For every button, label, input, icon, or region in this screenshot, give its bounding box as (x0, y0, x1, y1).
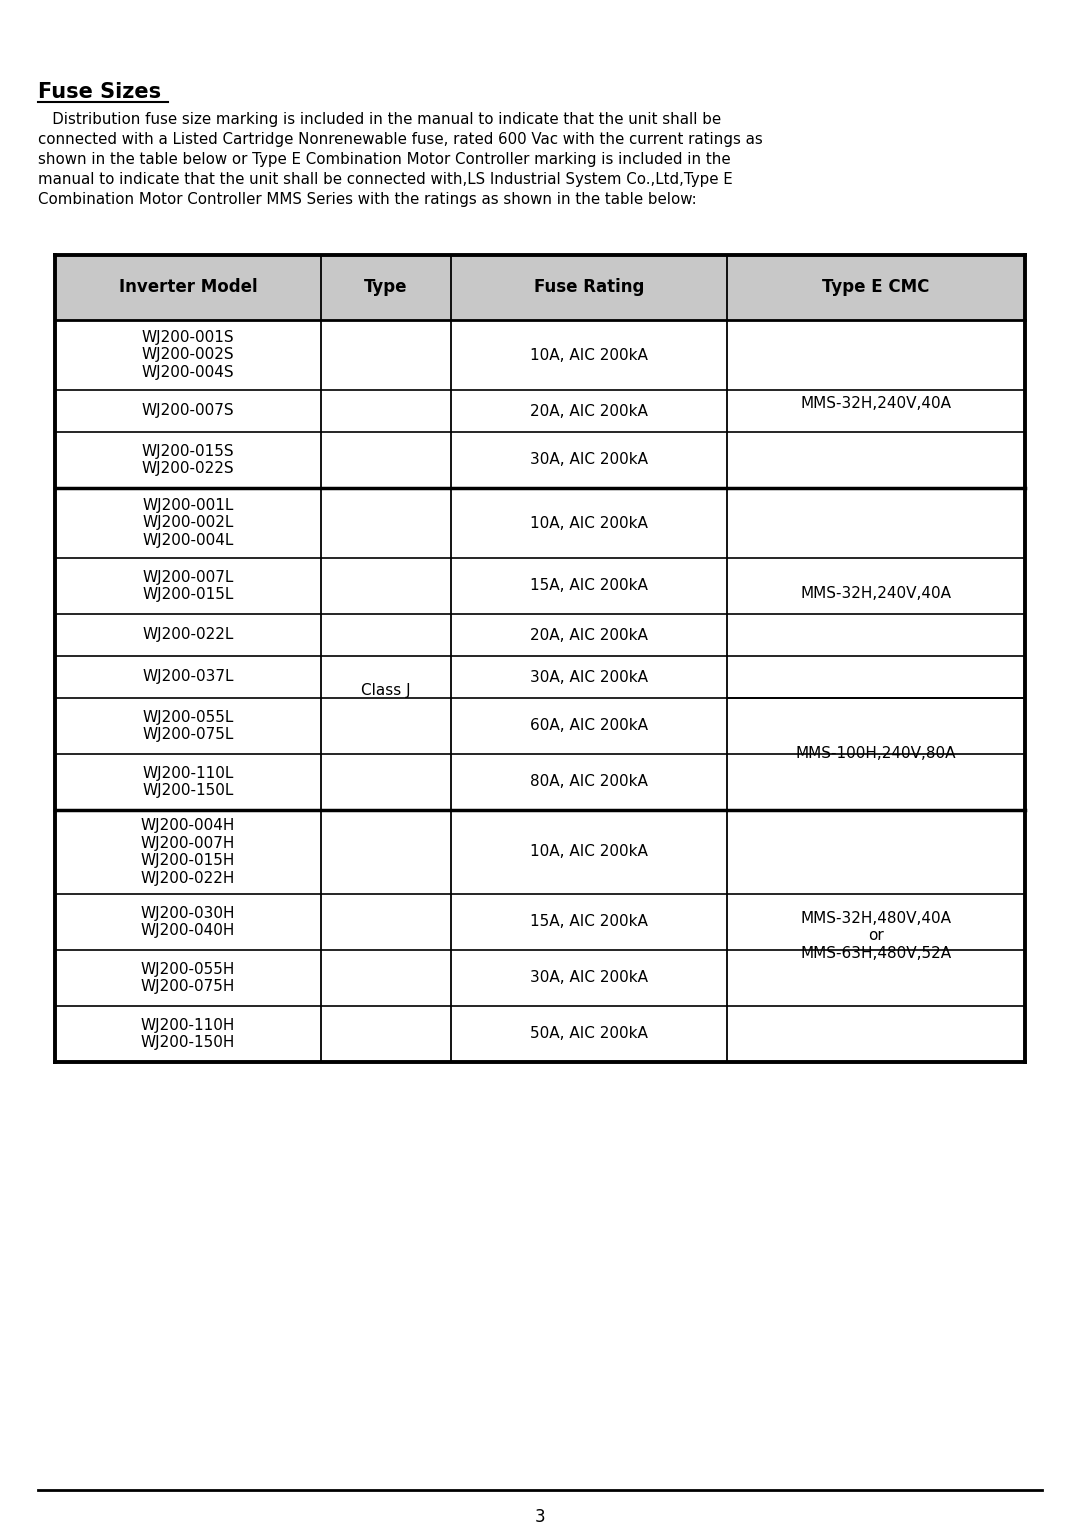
Text: WJ200-004H
WJ200-007H
WJ200-015H
WJ200-022H: WJ200-004H WJ200-007H WJ200-015H WJ200-0… (140, 818, 235, 885)
Text: WJ200-030H
WJ200-040H: WJ200-030H WJ200-040H (140, 906, 235, 938)
Text: 10A, AIC 200kA: 10A, AIC 200kA (530, 844, 648, 859)
Text: 30A, AIC 200kA: 30A, AIC 200kA (530, 670, 648, 685)
Bar (55, 255, 1025, 320)
Text: MMS-32H,240V,40A: MMS-32H,240V,40A (800, 397, 951, 412)
Text: Combination Motor Controller MMS Series with the ratings as shown in the table b: Combination Motor Controller MMS Series … (38, 192, 697, 208)
Text: 20A, AIC 200kA: 20A, AIC 200kA (530, 403, 648, 418)
Text: MMS-32H,480V,40A
or
MMS-63H,480V,52A: MMS-32H,480V,40A or MMS-63H,480V,52A (800, 911, 951, 961)
Text: WJ200-007L
WJ200-015L: WJ200-007L WJ200-015L (143, 569, 233, 603)
Text: WJ200-055L
WJ200-075L: WJ200-055L WJ200-075L (143, 710, 233, 742)
Text: WJ200-110H
WJ200-150H: WJ200-110H WJ200-150H (140, 1018, 235, 1050)
Text: 10A, AIC 200kA: 10A, AIC 200kA (530, 348, 648, 363)
Text: 20A, AIC 200kA: 20A, AIC 200kA (530, 627, 648, 642)
Text: WJ200-001S
WJ200-002S
WJ200-004S: WJ200-001S WJ200-002S WJ200-004S (141, 330, 234, 380)
Text: Class J: Class J (361, 684, 410, 699)
Text: WJ200-110L
WJ200-150L: WJ200-110L WJ200-150L (143, 766, 233, 798)
Text: shown in the table below or Type E Combination Motor Controller marking is inclu: shown in the table below or Type E Combi… (38, 153, 731, 166)
Text: Type: Type (364, 279, 408, 296)
Text: WJ200-001L
WJ200-002L
WJ200-004L: WJ200-001L WJ200-002L WJ200-004L (143, 497, 233, 548)
Text: Distribution fuse size marking is included in the manual to indicate that the un: Distribution fuse size marking is includ… (38, 111, 721, 127)
Text: 15A, AIC 200kA: 15A, AIC 200kA (530, 578, 648, 594)
Text: Type E CMC: Type E CMC (822, 279, 930, 296)
Text: Fuse Sizes: Fuse Sizes (38, 82, 161, 102)
Text: 80A, AIC 200kA: 80A, AIC 200kA (530, 775, 648, 789)
Text: 30A, AIC 200kA: 30A, AIC 200kA (530, 971, 648, 986)
Text: Fuse Rating: Fuse Rating (534, 279, 644, 296)
Text: Inverter Model: Inverter Model (119, 279, 257, 296)
Text: 50A, AIC 200kA: 50A, AIC 200kA (530, 1027, 648, 1042)
Text: WJ200-007S: WJ200-007S (141, 403, 234, 418)
Text: WJ200-015S
WJ200-022S: WJ200-015S WJ200-022S (141, 444, 234, 476)
Text: manual to indicate that the unit shall be connected with,LS Industrial System Co: manual to indicate that the unit shall b… (38, 172, 732, 188)
Text: MMS-32H,240V,40A: MMS-32H,240V,40A (800, 586, 951, 601)
Text: 15A, AIC 200kA: 15A, AIC 200kA (530, 914, 648, 929)
Text: WJ200-055H
WJ200-075H: WJ200-055H WJ200-075H (140, 961, 235, 995)
Text: WJ200-037L: WJ200-037L (143, 670, 233, 685)
Text: 10A, AIC 200kA: 10A, AIC 200kA (530, 516, 648, 531)
Text: 30A, AIC 200kA: 30A, AIC 200kA (530, 453, 648, 467)
Text: 3: 3 (535, 1508, 545, 1526)
Text: MMS-100H,240V,80A: MMS-100H,240V,80A (796, 746, 956, 761)
Text: 60A, AIC 200kA: 60A, AIC 200kA (530, 719, 648, 734)
Text: WJ200-022L: WJ200-022L (143, 627, 233, 642)
Text: connected with a Listed Cartridge Nonrenewable fuse, rated 600 Vac with the curr: connected with a Listed Cartridge Nonren… (38, 133, 762, 146)
